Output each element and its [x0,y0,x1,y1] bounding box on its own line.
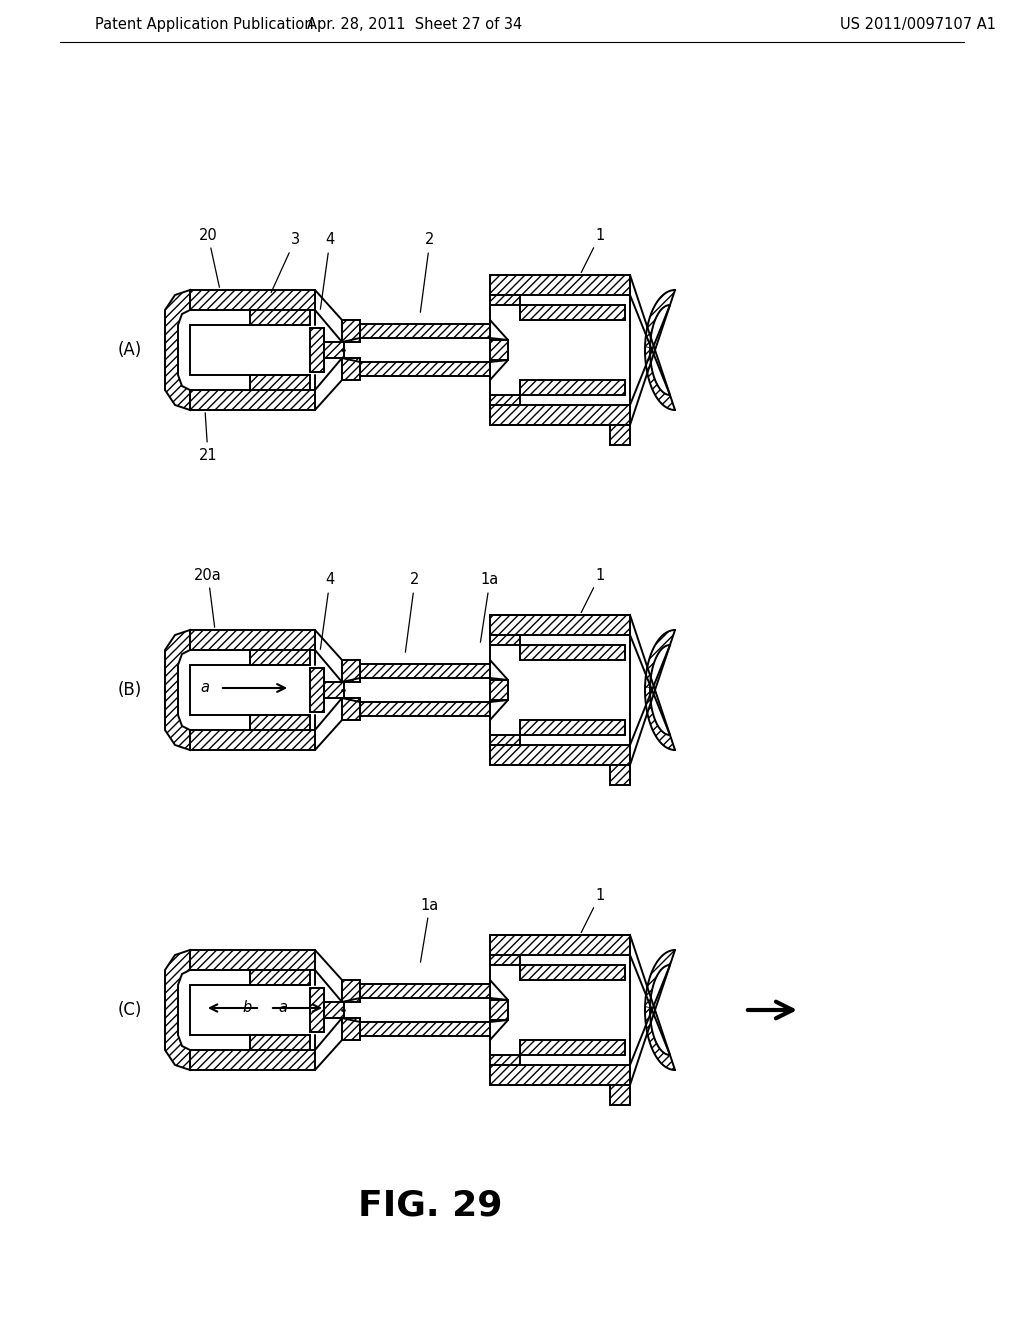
Bar [490,275,630,294]
Polygon shape [165,950,190,1071]
Bar [324,682,344,698]
Polygon shape [165,290,190,411]
Bar [250,649,310,665]
Bar [360,983,490,998]
Bar [490,735,520,744]
Bar [250,970,310,985]
Bar [490,395,520,405]
Polygon shape [165,630,190,750]
Bar [490,294,520,305]
Bar [520,719,625,735]
Text: a: a [279,1001,288,1015]
Bar [342,1018,360,1040]
Text: (A): (A) [118,341,142,359]
Bar [520,380,625,395]
Bar [360,362,490,376]
Bar [360,702,490,715]
Text: b: b [243,1001,252,1015]
Bar [324,1002,344,1018]
Bar [610,425,630,445]
Text: 20: 20 [199,227,219,288]
Bar [310,987,324,1032]
Polygon shape [645,347,675,411]
Bar [490,954,520,965]
Text: 1: 1 [582,227,604,272]
Text: 3: 3 [271,232,300,293]
Polygon shape [645,290,675,347]
Bar [490,1055,520,1065]
Text: 1: 1 [582,568,604,612]
Bar [250,375,310,389]
Bar [250,715,310,730]
Text: 1a: 1a [421,898,439,962]
Bar [360,323,490,338]
Bar [610,1085,630,1105]
Text: FIG. 29: FIG. 29 [357,1188,502,1222]
Bar [520,965,625,979]
Text: 4: 4 [321,573,335,649]
Bar [490,744,630,766]
Text: 1: 1 [582,887,604,932]
Bar [310,327,324,372]
Text: 20a: 20a [195,568,222,627]
Text: (C): (C) [118,1001,142,1019]
Bar [490,615,630,635]
Bar [190,290,315,310]
Bar [190,389,315,411]
Text: Apr. 28, 2011  Sheet 27 of 34: Apr. 28, 2011 Sheet 27 of 34 [307,17,522,33]
Bar [610,766,630,785]
Bar [342,358,360,380]
Polygon shape [645,630,675,688]
Bar [360,664,490,678]
Bar [310,668,324,711]
Bar [490,635,520,645]
Bar [342,660,360,682]
Bar [520,1040,625,1055]
Text: (B): (B) [118,681,142,700]
Bar [520,305,625,319]
Bar [490,680,508,700]
Bar [324,342,344,358]
Bar [360,1022,490,1036]
Polygon shape [645,686,675,750]
Bar [520,645,625,660]
Bar [342,698,360,719]
Bar [342,979,360,1002]
Text: 2: 2 [421,232,434,313]
Text: 4: 4 [321,232,335,309]
Bar [490,1065,630,1085]
Bar [490,935,630,954]
Bar [490,1001,508,1020]
Text: US 2011/0097107 A1: US 2011/0097107 A1 [840,17,996,33]
Bar [190,950,315,970]
Text: 2: 2 [406,573,420,652]
Bar [250,310,310,325]
Bar [342,319,360,342]
Text: 21: 21 [199,413,217,462]
Bar [190,730,315,750]
Bar [190,1049,315,1071]
Bar [190,630,315,649]
Text: 1a: 1a [480,573,499,643]
Text: Patent Application Publication: Patent Application Publication [95,17,313,33]
Text: a: a [201,681,210,696]
Bar [490,405,630,425]
Polygon shape [645,950,675,1007]
Polygon shape [645,1007,675,1071]
Bar [250,1035,310,1049]
Bar [490,341,508,360]
